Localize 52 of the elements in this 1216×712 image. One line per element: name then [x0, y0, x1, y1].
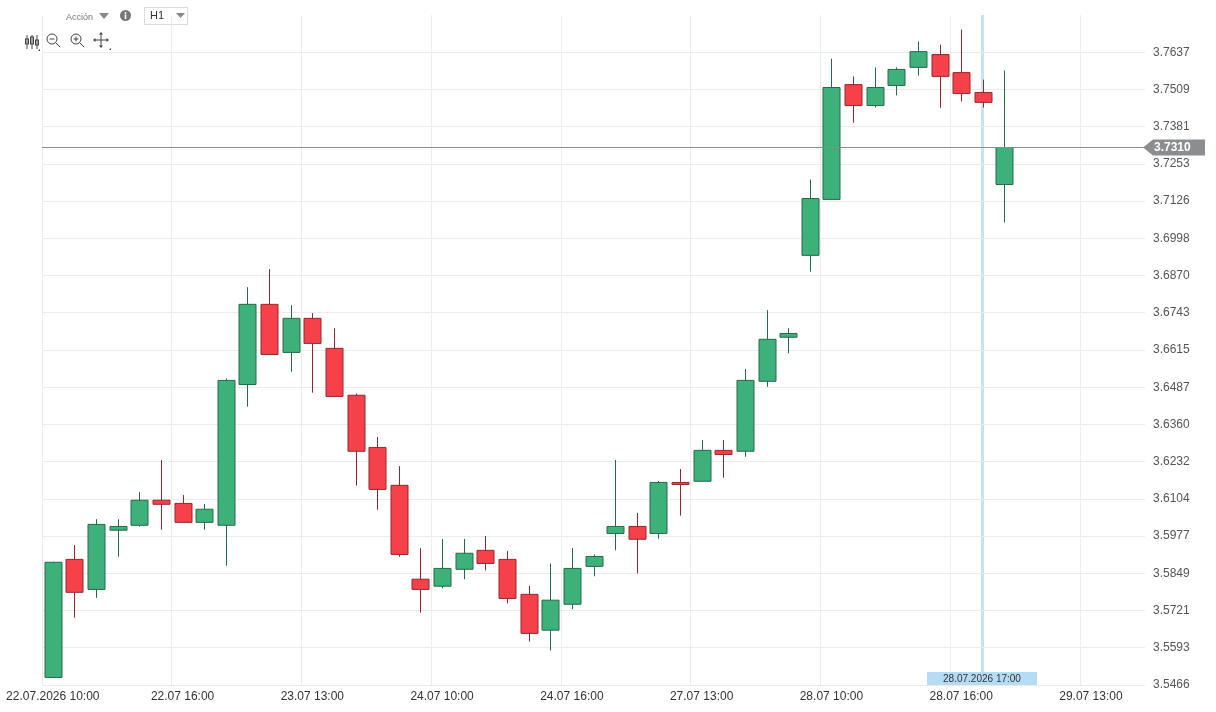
y-tick-label: 3.5466	[1153, 677, 1191, 692]
x-tick-label: 24.07 10:00	[410, 688, 475, 703]
y-tick-label: 3.7509	[1153, 81, 1191, 96]
x-tick-label: 22.07 16:00	[150, 688, 215, 703]
y-tick-label: 3.5849	[1153, 565, 1191, 580]
y-tick-label: 3.5721	[1153, 602, 1191, 617]
candlestick	[909, 40, 928, 77]
chart-subtitle: Acción	[66, 12, 94, 22]
candlestick	[476, 535, 495, 571]
candlestick	[714, 439, 733, 479]
y-tick-label: 3.7381	[1153, 119, 1191, 134]
candlestick	[152, 459, 171, 531]
x-tick-label: 24.07 16:00	[540, 688, 604, 703]
crosshair-time-label: 28.07.2026 17:00	[927, 672, 1037, 685]
y-tick-label: 3.6743	[1153, 305, 1191, 320]
y-tick-label: 3.6360	[1153, 416, 1191, 431]
y-tick-label: 3.7126	[1153, 193, 1191, 208]
candlestick	[433, 538, 452, 589]
x-tick-label: 23.07 13:00	[280, 688, 345, 703]
x-tick-label: 27.07 13:00	[669, 688, 734, 703]
y-tick-label: 3.6104	[1153, 491, 1191, 506]
candlestick	[866, 66, 885, 109]
y-tick-label: 3.6615	[1153, 342, 1191, 357]
candlestick	[109, 518, 128, 558]
candlestick	[974, 79, 993, 109]
candlestick	[628, 512, 647, 574]
candlestick	[174, 494, 193, 523]
y-tick-label: 3.5977	[1153, 528, 1191, 543]
x-tick-label: 22.07.2026 10:00	[6, 688, 100, 703]
y-tick-label: 3.7253	[1153, 156, 1191, 171]
candlestick	[779, 327, 798, 354]
candlestick	[195, 503, 214, 531]
candlestick	[411, 547, 430, 614]
y-tick-label: 3.6998	[1153, 230, 1191, 245]
candlestick	[671, 468, 690, 517]
candlestick	[887, 66, 906, 96]
y-tick-label: 3.7637	[1153, 44, 1191, 59]
y-tick-label: 3.6232	[1153, 454, 1191, 469]
x-tick-label: 28.07 16:00	[929, 688, 994, 703]
y-tick-label: 3.5593	[1153, 640, 1191, 655]
candlestick	[952, 28, 971, 102]
y-tick-label: 3.6487	[1153, 379, 1191, 394]
x-tick-label: 28.07 10:00	[799, 688, 864, 703]
annotation: H1	[150, 9, 165, 21]
candlestick	[585, 553, 604, 577]
x-tick-label: 29.07 13:00	[1059, 688, 1123, 703]
candlestick	[844, 75, 863, 124]
candlestick	[606, 459, 625, 551]
candlestick	[931, 44, 950, 109]
candlestick	[455, 538, 474, 580]
ref-line-label: 3.7310	[1154, 139, 1192, 154]
y-tick-label: 3.6870	[1153, 268, 1191, 283]
